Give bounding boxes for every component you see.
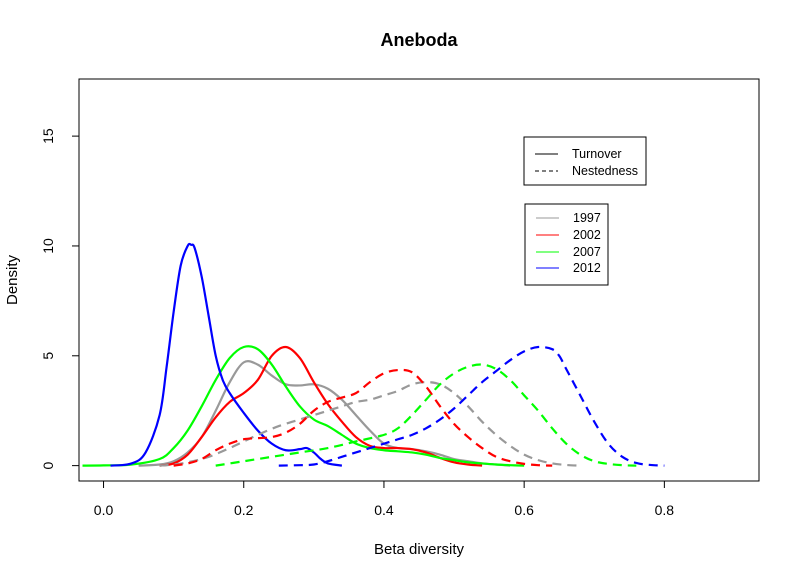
x-tick-label: 0.2 xyxy=(234,502,254,518)
y-tick-label: 15 xyxy=(40,128,56,144)
x-axis: 0.0 0.2 0.4 0.6 0.8 xyxy=(94,480,675,518)
series-line-2007-nestedness xyxy=(215,363,637,467)
legend-nestedness-label: Nestedness xyxy=(572,164,638,178)
legend-year: 1997 2002 2007 2012 xyxy=(524,203,609,286)
series-line-2012-nestedness xyxy=(278,345,665,467)
series-line-2002-nestedness xyxy=(173,368,553,467)
x-tick-label: 0.8 xyxy=(655,502,675,518)
series-line-2007-turnover xyxy=(82,345,525,467)
series-line-1997-turnover xyxy=(138,360,511,467)
legend-1997-label: 1997 xyxy=(573,211,601,225)
legend-2007-label: 2007 xyxy=(573,245,601,259)
legend-year-box xyxy=(524,203,609,286)
y-axis: 0 5 10 15 xyxy=(40,128,80,470)
y-tick-label: 5 xyxy=(40,352,56,360)
plot-frame xyxy=(78,78,760,482)
series-line-2002-turnover xyxy=(159,345,483,467)
y-axis-title: Density xyxy=(4,254,21,305)
legend-linetype-box xyxy=(523,136,647,186)
legend-2012-label: 2012 xyxy=(573,261,601,275)
series-line-1997-nestedness xyxy=(159,381,581,467)
legend-turnover-label: Turnover xyxy=(572,147,622,161)
legend-2002-label: 2002 xyxy=(573,228,601,242)
chart-title: Aneboda xyxy=(380,30,458,50)
x-tick-label: 0.4 xyxy=(374,502,394,518)
series-line-2012-turnover xyxy=(110,242,343,467)
x-tick-label: 0.0 xyxy=(94,502,114,518)
legend-linetype: Turnover Nestedness xyxy=(523,136,647,186)
x-tick-label: 0.6 xyxy=(514,502,534,518)
y-tick-label: 10 xyxy=(40,238,56,254)
y-tick-label: 0 xyxy=(40,462,56,470)
x-axis-title: Beta diversity xyxy=(374,541,465,558)
series-group xyxy=(82,242,665,467)
